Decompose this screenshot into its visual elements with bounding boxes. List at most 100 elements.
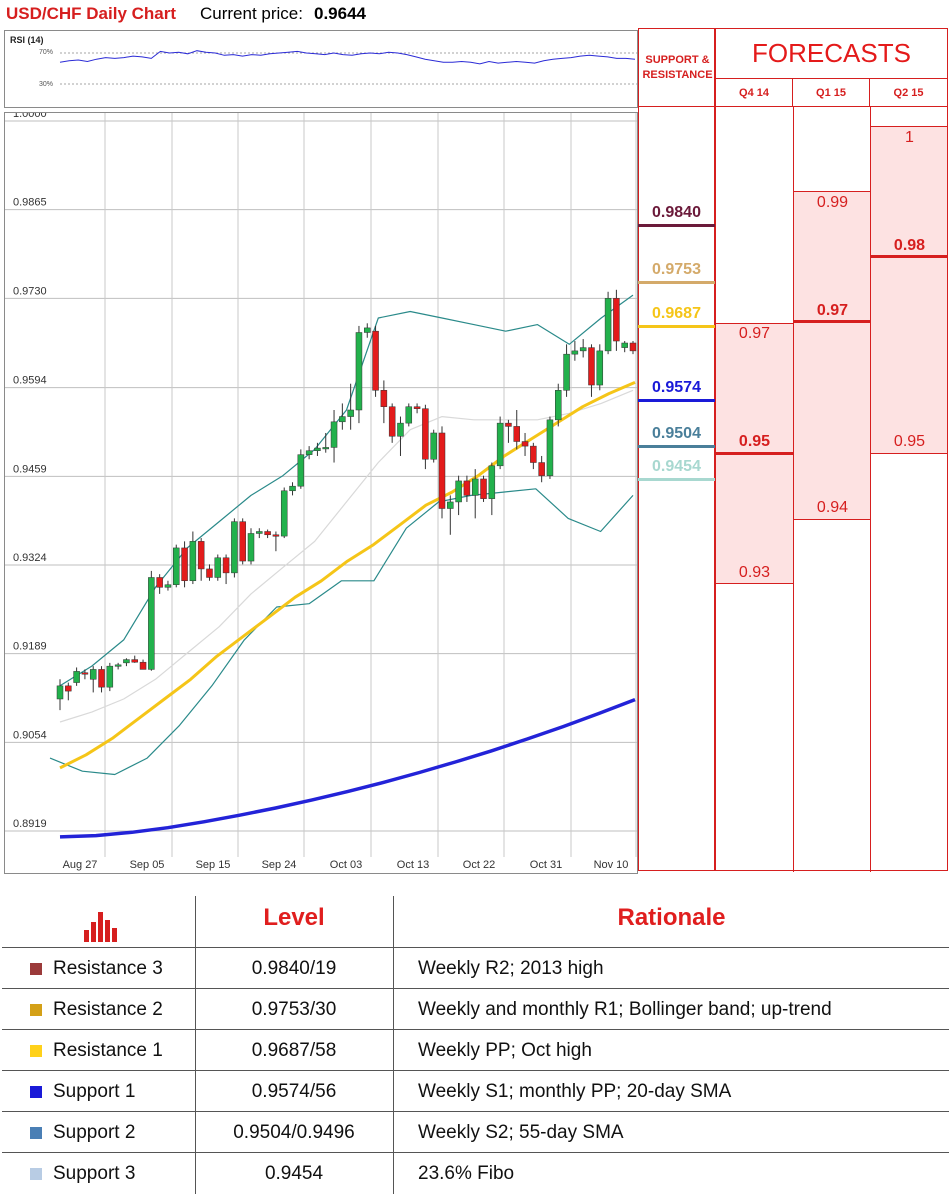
candle-body [405, 406, 413, 424]
table-row-name: Resistance 1 [53, 1040, 163, 1061]
candle-body [131, 659, 138, 663]
level-value: 0.9454 [652, 458, 701, 475]
level-swatch [30, 1168, 42, 1180]
candle-body [189, 541, 197, 582]
candle-body [106, 665, 114, 688]
table-row-divider [2, 1070, 949, 1071]
table-row-level: 0.9687/58 [251, 1040, 337, 1061]
y-tick-label: 0.9459 [13, 463, 47, 475]
table-column-divider [393, 896, 394, 1194]
candle-body [364, 327, 371, 333]
level-swatch [30, 963, 42, 975]
candle-body [480, 478, 487, 499]
table-row-divider [2, 947, 949, 948]
rsi-level-low: 30% [39, 81, 54, 88]
rsi-level-high: 70% [39, 49, 54, 56]
quarter-header-q2-15: Q2 15 [870, 79, 947, 107]
candle-body [214, 557, 222, 578]
bar-chart-icon [84, 912, 117, 942]
rsi-label: RSI (14) [10, 35, 44, 45]
candle-body [438, 432, 446, 509]
level-swatch [30, 1086, 42, 1098]
candle-body [579, 347, 587, 352]
level-swatch [30, 1004, 42, 1016]
x-tick-label: Oct 13 [397, 859, 429, 871]
forecast-mid-q4-14: 0.95 [738, 433, 771, 450]
support-resistance-column: SUPPORT & RESISTANCE [638, 28, 716, 871]
candle-body [148, 577, 155, 670]
price-panel: 1.0000 0.9865 0.9730 0.9594 0.9459 0.9324 0.91… [4, 112, 638, 874]
candle-body [272, 534, 280, 537]
candle-body [156, 577, 163, 588]
x-tick-label: Aug 27 [63, 859, 98, 871]
forecast-mid-q1-15: 0.97 [816, 302, 849, 319]
forecast-low-q1-15: 0.94 [816, 499, 849, 516]
chart-header: USD/CHF Daily Chart Current price: 0.964… [0, 0, 640, 28]
candle-body [222, 557, 230, 574]
rsi-chart [59, 50, 637, 85]
bollinger-lower-line [49, 488, 634, 776]
candle-body [588, 347, 595, 386]
candle-body [289, 485, 296, 492]
candle-body [505, 422, 512, 427]
candle-body [330, 421, 338, 448]
forecasts-panel: FORECASTS Q4 14 Q1 15 Q2 15 0.97 0.95 0.… [715, 28, 948, 872]
candle-body [621, 342, 628, 348]
candle-body [181, 547, 188, 582]
sma200-line [59, 697, 636, 839]
forecast-low-q2-15: 0.95 [893, 433, 926, 450]
candle-body [571, 350, 579, 355]
rsi-panel: RSI (14) 70% 30% [4, 30, 638, 108]
candle-body [629, 342, 637, 352]
candle-body [413, 406, 421, 409]
candle-body [231, 521, 238, 574]
candle-body [447, 501, 454, 509]
candle-body [563, 353, 570, 391]
table-row-rationale: Weekly PP; Oct high [418, 1040, 592, 1061]
level-line [638, 445, 715, 448]
candle-body [513, 426, 520, 442]
candle-body [488, 465, 496, 499]
y-tick-label: 1.0000 [13, 113, 47, 120]
x-tick-label: Nov 10 [594, 859, 629, 871]
level-value: 0.9753 [652, 261, 701, 278]
level-line [638, 478, 715, 481]
x-tick-label: Sep 05 [130, 859, 165, 871]
table-row-rationale: Weekly S2; 55-day SMA [418, 1122, 624, 1143]
candle-body [89, 669, 97, 680]
level-line [638, 399, 715, 402]
forecast-range-q1-15 [794, 191, 870, 520]
candle-body [339, 416, 346, 423]
support-resistance-header: SUPPORT & RESISTANCE [639, 29, 716, 107]
rationale-column-header: Rationale [617, 904, 726, 931]
table-row-level: 0.9753/30 [251, 999, 337, 1020]
table-row-divider [2, 1111, 949, 1112]
candle-body [164, 584, 172, 588]
y-tick-label: 0.9594 [13, 375, 47, 387]
candle-body [56, 685, 64, 700]
candle-body [114, 664, 122, 667]
level-line [638, 325, 715, 328]
forecast-divider [793, 107, 794, 872]
candle-body [546, 419, 554, 476]
table-row-name: Support 3 [53, 1163, 136, 1184]
table-row-name: Support 1 [53, 1081, 136, 1102]
candle-body [530, 445, 537, 463]
forecast-mid-line-q4-14 [716, 452, 793, 455]
candle-body [280, 490, 288, 537]
y-tick-label: 0.9730 [13, 285, 47, 297]
forecast-mid-line-q2-15 [871, 255, 947, 258]
rsi-line [59, 50, 636, 65]
candle-body [206, 568, 213, 578]
forecast-range-q2-15 [871, 126, 947, 454]
x-tick-label: Sep 15 [196, 859, 231, 871]
level-swatch [30, 1045, 42, 1057]
forecast-divider [870, 107, 871, 872]
level-column-header: Level [263, 904, 325, 931]
candle-body [73, 671, 80, 683]
forecast-low-q4-14: 0.93 [738, 564, 771, 581]
candle-body [496, 422, 504, 467]
x-tick-label: Sep 24 [262, 859, 297, 871]
table-row-rationale: Weekly R2; 2013 high [418, 958, 604, 979]
forecast-mid-line-q1-15 [794, 320, 870, 323]
